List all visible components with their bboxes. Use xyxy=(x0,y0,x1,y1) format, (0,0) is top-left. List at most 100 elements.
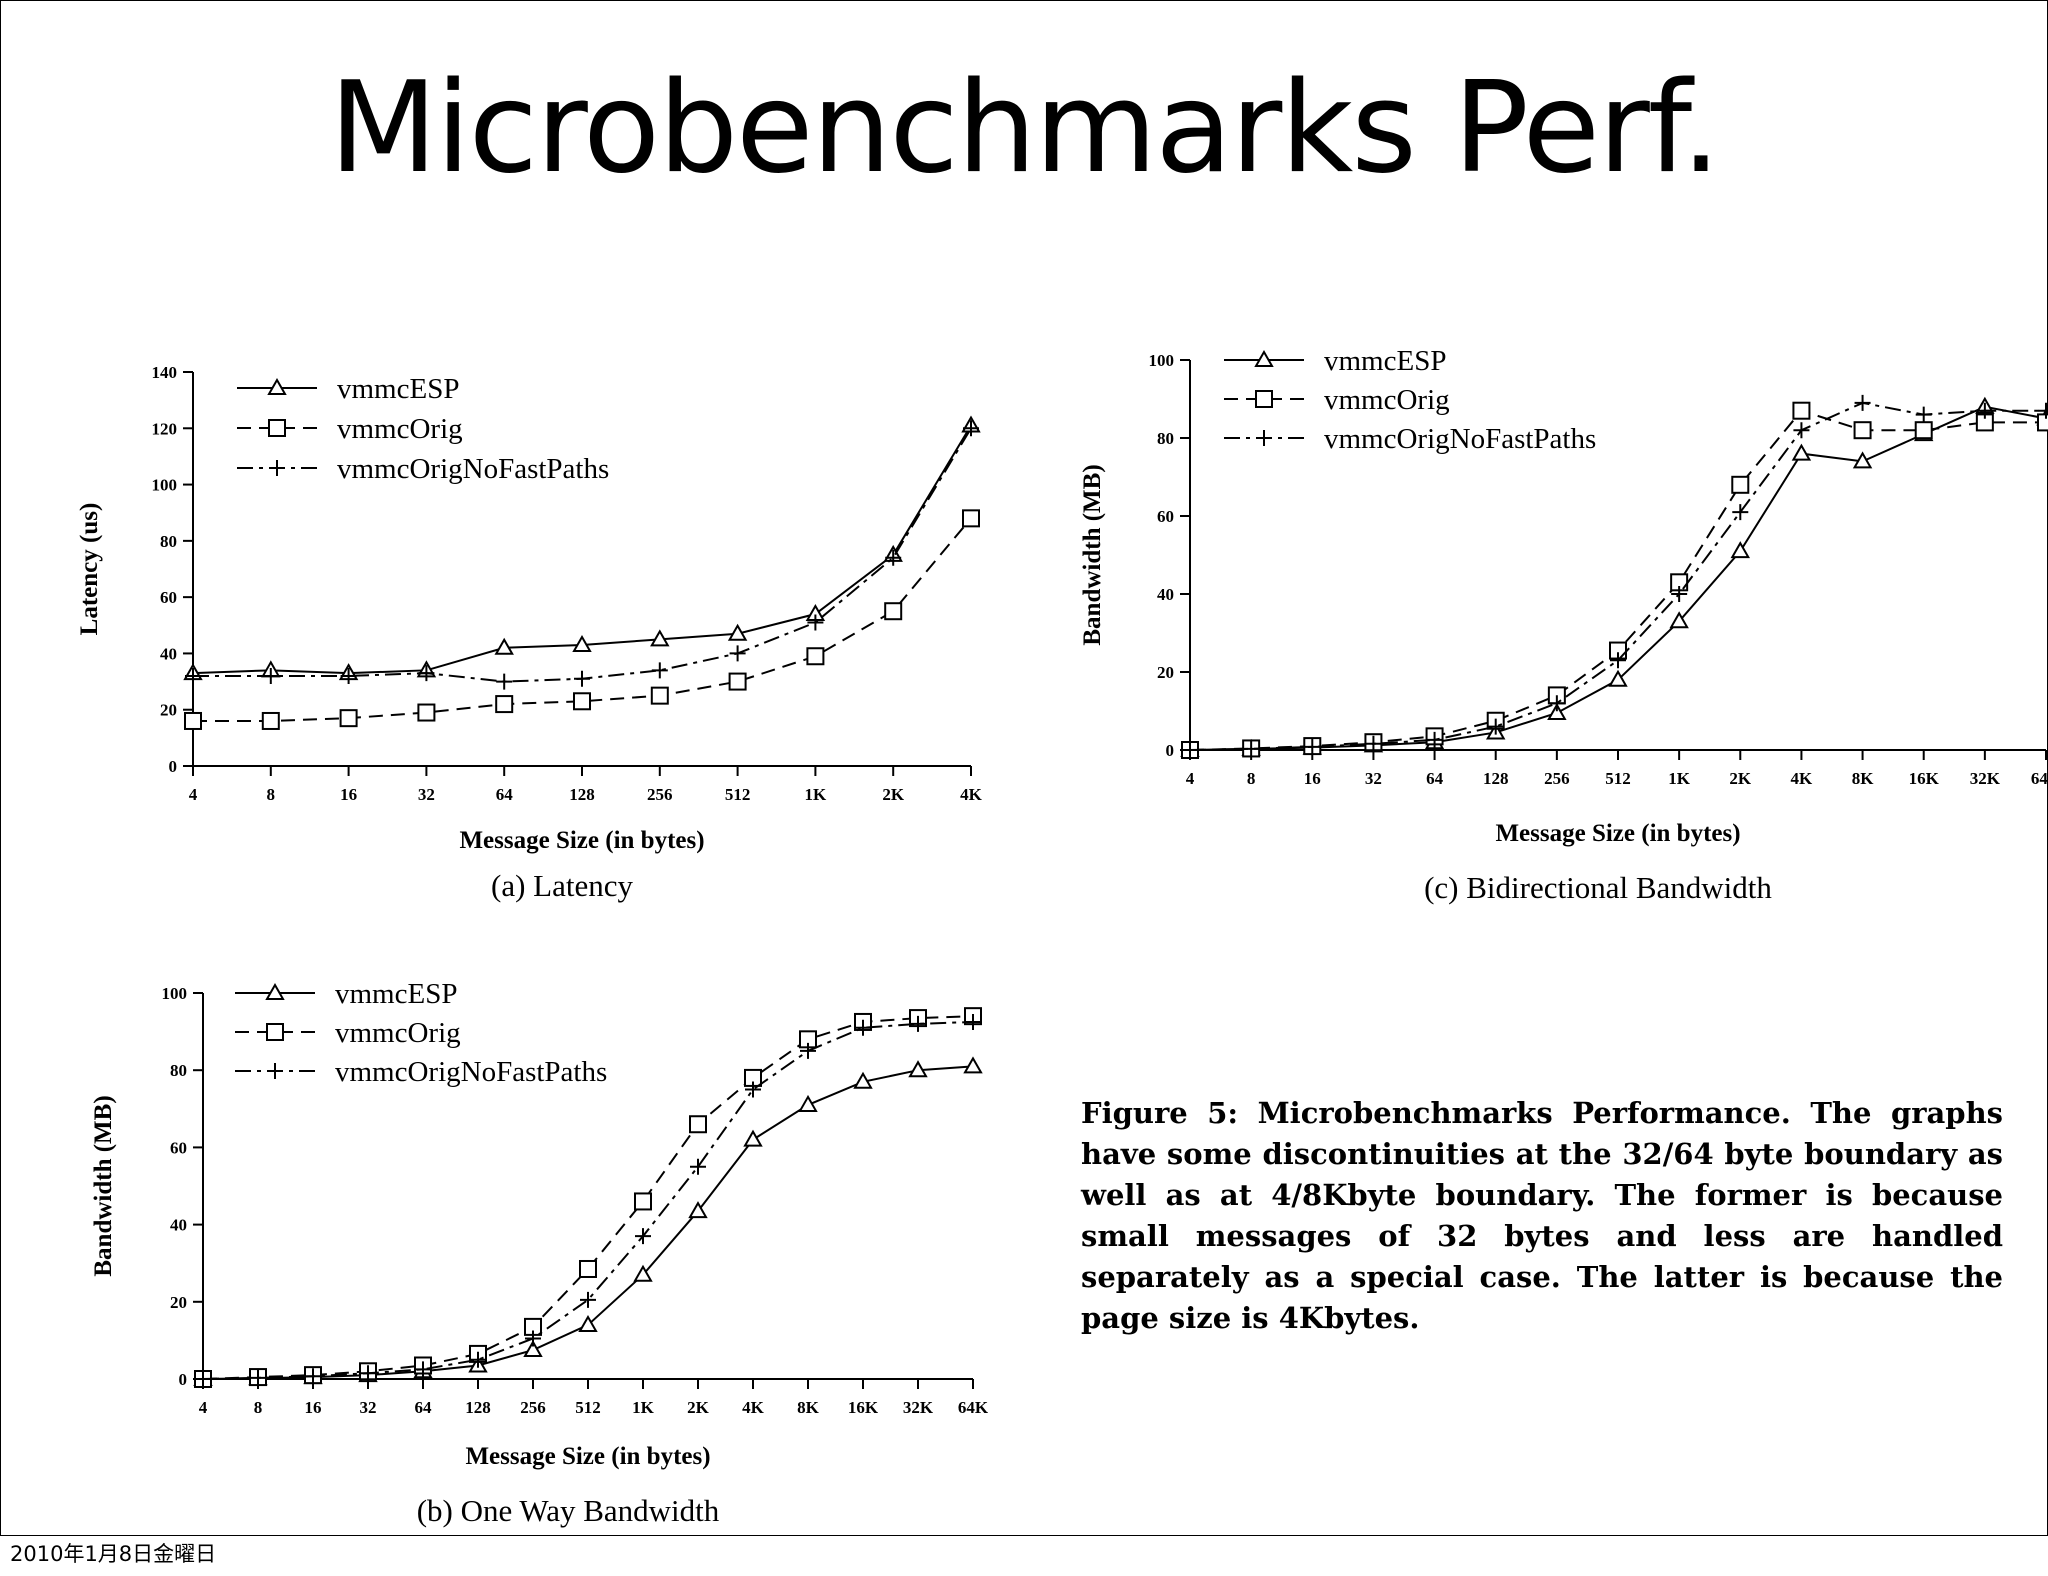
legend-vmmcOrigNoFastPaths-marker xyxy=(267,1063,283,1079)
x-tick-label: 8K xyxy=(797,1398,820,1417)
one-way-bandwidth-chart: 0 20 40 60 80 100 4 8 16 32 64 128 256 512 1K 2K 4K 8K 16K… xyxy=(81,971,1021,1531)
x-tick-label: 32 xyxy=(418,785,435,804)
y-tick-label: 60 xyxy=(170,1138,187,1157)
x-tick-label: 4K xyxy=(742,1398,765,1417)
x-tick-label: 1K xyxy=(1668,769,1691,788)
figure-caption: Figure 5: Microbenchmarks Performance. T… xyxy=(1081,1096,2003,1335)
x-axis-title: Message Size (in bytes) xyxy=(459,827,704,854)
series-line-vmmcOrig xyxy=(202,1015,974,1380)
series-vmmcOrig xyxy=(1181,401,2048,759)
data-point-vmmcESP xyxy=(494,637,514,655)
data-point-vmmcOrig xyxy=(184,711,202,730)
data-point-vmmcOrig xyxy=(579,1259,597,1278)
data-point-vmmcOrig xyxy=(1853,421,1872,440)
y-axis-title: Bandwidth (MB) xyxy=(1079,464,1106,645)
x-tick-label: 32 xyxy=(360,1398,377,1417)
y-tick-label: 80 xyxy=(170,1061,187,1080)
data-point-vmmcOrigNoFastPaths xyxy=(262,667,279,684)
x-tick-label: 512 xyxy=(725,785,751,804)
x-tick-label: 128 xyxy=(569,785,595,804)
data-point-vmmcOrigNoFastPaths xyxy=(1426,731,1443,748)
data-point-vmmcOrigNoFastPaths xyxy=(470,1351,486,1368)
data-point-vmmcOrigNoFastPaths xyxy=(195,1371,211,1387)
y-tick-label: 20 xyxy=(1157,663,1174,682)
data-point-vmmcESP xyxy=(1608,669,1628,687)
x-tick-label: 4K xyxy=(1791,769,1814,788)
subfigure-caption: (c) Bidirectional Bandwidth xyxy=(1424,870,1772,905)
legend-label-vmmcESP: vmmcESP xyxy=(1324,345,1446,377)
legend: vmmcESP vmmcOrig vmmcOrigNoFastPaths xyxy=(1224,345,1596,455)
legend-vmmcESP-marker xyxy=(267,377,287,395)
oneway-svg: 0 20 40 60 80 100 4 8 16 32 64 128 256 512 1K 2K 4K 8K 16K… xyxy=(90,978,989,1528)
data-point-vmmcOrigNoFastPaths xyxy=(855,1019,871,1036)
y-tick-label: 60 xyxy=(160,588,177,607)
data-point-vmmcOrigNoFastPaths xyxy=(729,645,746,662)
y-tick-label: 100 xyxy=(152,476,178,495)
legend: vmmcESP vmmcOrig vmmcOrigNoFastPaths xyxy=(237,373,609,485)
slide: Microbenchmarks Perf. 0 20 40 60 80 100 120 140… xyxy=(0,0,2048,1536)
x-tick-label: 64 xyxy=(1426,769,1444,788)
data-point-vmmcOrigNoFastPaths xyxy=(635,1228,651,1245)
bidirectional-bandwidth-chart: 0 20 40 60 80 100 4 8 16 32 64 128 256 512 1K 2K 4K 8K 16K… xyxy=(1076,336,2048,906)
x-tick-label: 4 xyxy=(1186,769,1195,788)
x-tick-label: 32K xyxy=(1970,769,2001,788)
data-point-vmmcOrig xyxy=(339,709,358,728)
y-tick-label: 20 xyxy=(160,701,177,720)
data-point-vmmcESP xyxy=(853,1071,873,1089)
legend-label-vmmcOrig: vmmcOrig xyxy=(337,413,463,445)
data-point-vmmcESP xyxy=(908,1060,928,1078)
data-point-vmmcOrigNoFastPaths xyxy=(2038,402,2048,419)
x-tick-label: 8 xyxy=(267,785,276,804)
series-vmmcOrigNoFastPaths xyxy=(195,1013,981,1387)
series-line-vmmcOrig xyxy=(193,517,972,722)
x-tick-label: 128 xyxy=(1483,769,1509,788)
data-point-vmmcOrigNoFastPaths xyxy=(807,614,824,631)
data-point-vmmcOrig xyxy=(634,1192,652,1211)
data-point-vmmcOrigNoFastPaths xyxy=(1854,394,1871,411)
data-point-vmmcOrigNoFastPaths xyxy=(745,1081,761,1098)
data-point-vmmcESP xyxy=(743,1129,763,1147)
data-point-vmmcOrig xyxy=(573,692,591,711)
series-vmmcOrig xyxy=(184,509,980,730)
x-tick-label: 4K xyxy=(960,785,983,804)
x-tick-label: 32K xyxy=(903,1398,934,1417)
y-tick-label: 120 xyxy=(152,419,178,438)
slide-title: Microbenchmarks Perf. xyxy=(328,54,1721,201)
data-point-vmmcESP xyxy=(688,1201,708,1219)
legend-vmmcOrig-marker xyxy=(266,1023,284,1041)
data-point-vmmcESP xyxy=(578,1314,598,1332)
data-point-vmmcOrig xyxy=(1914,421,1933,440)
x-tick-label: 4 xyxy=(199,1398,208,1417)
data-point-vmmcESP xyxy=(727,623,748,641)
subfigure-caption: (b) One Way Bandwidth xyxy=(417,1493,720,1528)
legend: vmmcESP vmmcOrig vmmcOrigNoFastPaths xyxy=(235,978,607,1088)
y-axis-title: Bandwidth (MB) xyxy=(90,1095,117,1276)
data-point-vmmcOrig xyxy=(650,686,669,705)
legend-label-vmmcOrigNoFastPaths: vmmcOrigNoFastPaths xyxy=(1324,423,1596,455)
data-point-vmmcESP xyxy=(1669,611,1689,629)
data-point-vmmcOrig xyxy=(1731,475,1750,494)
series-vmmcESP xyxy=(1180,396,2048,757)
data-point-vmmcESP xyxy=(1547,702,1567,720)
x-tick-label: 16K xyxy=(848,1398,879,1417)
y-tick-label: 140 xyxy=(152,363,178,382)
series-vmmcESP xyxy=(193,1056,983,1386)
data-point-vmmcOrig xyxy=(1792,401,1811,420)
data-point-vmmcESP xyxy=(650,629,670,647)
legend-label-vmmcOrigNoFastPaths: vmmcOrigNoFastPaths xyxy=(335,1056,607,1088)
data-point-vmmcOrigNoFastPaths xyxy=(910,1015,926,1032)
data-point-vmmcOrigNoFastPaths xyxy=(1182,742,1198,758)
data-point-vmmcESP xyxy=(798,1094,818,1112)
data-point-vmmcOrigNoFastPaths xyxy=(1548,695,1565,712)
data-point-vmmcOrig xyxy=(261,711,280,730)
x-tick-label: 16 xyxy=(305,1398,322,1417)
data-point-vmmcESP xyxy=(633,1264,653,1282)
x-tick-label: 64K xyxy=(958,1398,989,1417)
data-point-vmmcOrigNoFastPaths xyxy=(1243,740,1260,757)
bidirectional-svg: 0 20 40 60 80 100 4 8 16 32 64 128 256 512 1K 2K 4K 8K 16K… xyxy=(1079,345,2048,905)
x-tick-label: 8 xyxy=(1247,769,1256,788)
legend-label-vmmcOrig: vmmcOrig xyxy=(335,1017,461,1049)
legend-vmmcESP-marker xyxy=(1254,349,1274,367)
data-point-vmmcOrigNoFastPaths xyxy=(1915,406,1932,423)
data-point-vmmcOrig xyxy=(417,703,436,722)
